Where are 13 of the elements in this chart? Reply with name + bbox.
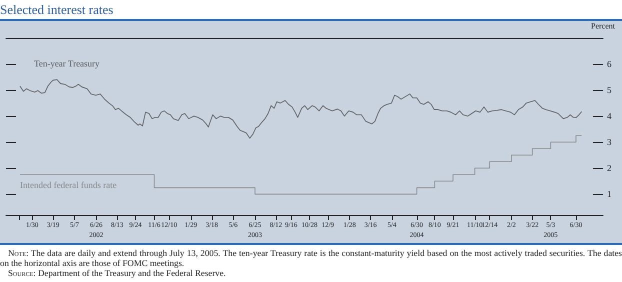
y-tick-label: 2 bbox=[607, 163, 612, 174]
y-tick-label: 5 bbox=[607, 85, 612, 96]
source-note: Source: Department of the Treasury and the Federal Reserve. bbox=[8, 268, 226, 278]
y-tick-label: 3 bbox=[607, 137, 612, 148]
y-tick-label: 6 bbox=[607, 59, 612, 70]
line-series bbox=[20, 79, 582, 139]
text: Note: The data are daily and extend through July 13, 2005. The ten-year Treasury rate is the constant-maturity yield based on the most actively traded securities. The dates on the horizontal axis are those of FOMC meetings. bbox=[0, 248, 622, 268]
y-tick-label: 4 bbox=[607, 111, 612, 122]
series-label: Intended federal funds rate bbox=[20, 180, 117, 190]
text: Ten-year Treasury bbox=[34, 58, 100, 69]
y-axis-title: Percent bbox=[591, 22, 616, 30]
y-tick-label: 1 bbox=[607, 189, 612, 200]
chart-title: Selected interest rates bbox=[0, 0, 622, 21]
